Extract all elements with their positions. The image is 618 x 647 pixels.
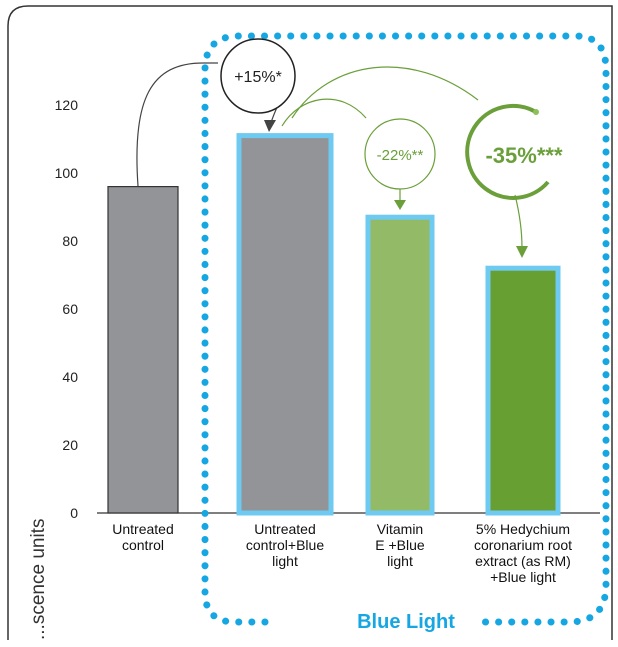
arrow-line-minus35 [291,66,479,119]
category-label-2: Vitamin E +Blue light [375,521,425,569]
category-label-line: extract (as RM) [475,553,571,569]
category-label-line: +Blue light [490,569,556,585]
annotation-minus22: -22%** [377,147,424,164]
frame [7,5,613,640]
arrow-head-plus15 [264,120,276,132]
blue-light-group-label: Blue Light [357,611,455,633]
category-label-line: E +Blue [375,537,425,553]
arrow-line-minus22 [281,98,367,127]
arrow-head-minus22 [394,200,406,210]
category-label-1: Untreated control+Blue light [246,521,324,569]
y-tick-label: 20 [62,437,78,453]
bubble-minus35-dot [533,109,539,115]
category-label-line: control+Blue [246,537,324,553]
category-label-line: light [272,553,298,569]
y-tick-label: 100 [55,165,79,181]
blue-light-group-border [201,32,610,626]
annotations: +15%* -22%** -35%*** [136,38,563,258]
category-label-line: Untreated [254,521,315,537]
bubble-plus15 [220,38,296,114]
bar-0 [107,186,179,514]
blue-light-group: Blue Light [201,32,610,633]
y-tick-label: 40 [62,369,78,385]
bar-3 [485,265,561,516]
category-label-line: 5% Hedychium [476,521,570,537]
category-label-line: Vitamin [377,521,423,537]
category-label-line: control [122,537,164,553]
bar-2 [365,214,435,516]
bubble-minus22 [364,118,436,190]
category-label-0: Untreated control [112,521,173,553]
y-axis-label: ...scence units [28,519,49,640]
bars [107,133,561,516]
category-label-line: light [387,553,413,569]
y-tick-label: 60 [62,301,78,317]
category-label-line: coronarium root [474,537,572,553]
bar-1 [236,133,334,516]
annotation-plus15: +15%* [234,69,282,86]
arrow-line-plus15 [136,62,218,187]
y-tick-label: 120 [55,97,79,113]
y-tick-label: 80 [62,233,78,249]
annotation-minus35: -35%*** [485,143,562,168]
y-tick-label: 0 [70,505,78,521]
bubble-minus35-arc [465,103,550,200]
category-label-3: 5% Hedychium coronarium root extract (as R… [474,521,572,585]
arrow-head-minus35 [516,246,528,258]
category-label-line: Untreated [112,521,173,537]
arrow-line-minus35-down [514,194,523,249]
